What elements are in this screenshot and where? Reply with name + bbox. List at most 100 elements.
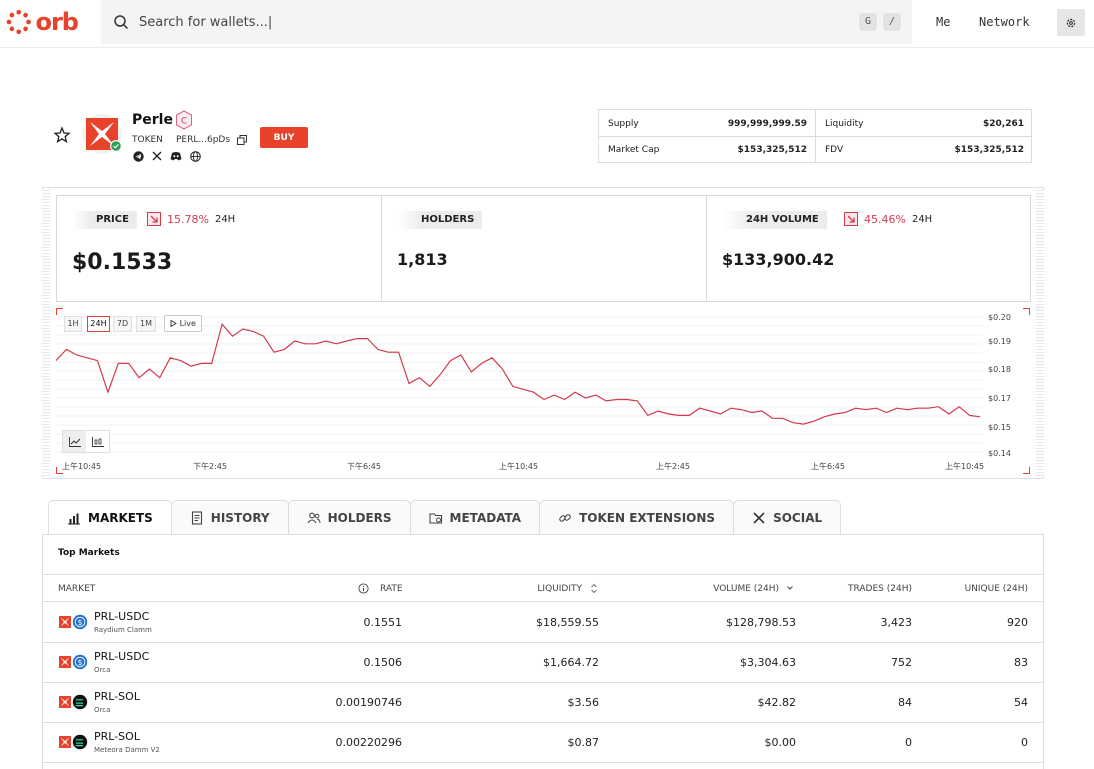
- dex-name: Orca: [94, 666, 111, 674]
- y-tick-label: $0.14: [988, 449, 1011, 458]
- table-row[interactable]: PRL-SOL Orca 0.00190746 $3.56 $42.82 84 54: [43, 683, 1043, 723]
- unique-cell: 920: [1007, 616, 1028, 629]
- tab-label: HISTORY: [210, 511, 270, 525]
- chart-corner: [56, 308, 63, 315]
- markets-table-title: Top Markets: [58, 548, 120, 558]
- tab-metadata[interactable]: METADATA: [409, 500, 541, 535]
- copy-icon[interactable]: [237, 135, 247, 145]
- down-arrow-icon: [844, 212, 858, 226]
- tab-token-extensions[interactable]: TOKEN EXTENSIONS: [539, 500, 735, 535]
- table-row[interactable]: $ PRL-USDC Raydium Clamm 0.1551 $18,559.55 $1…: [43, 603, 1043, 643]
- supply-stat: Supply 999,999,999.59: [599, 110, 816, 137]
- website-globe-icon[interactable]: [189, 150, 201, 162]
- column-market[interactable]: MARKET: [58, 584, 96, 594]
- telegram-icon[interactable]: [132, 150, 144, 162]
- orb-logo[interactable]: orb: [6, 8, 79, 36]
- search-input[interactable]: [139, 14, 739, 30]
- volume-change-percent: 45.46%: [864, 212, 906, 226]
- token-tabs: MARKETS HISTORY HOLDERS METADATA TOKEN E…: [48, 500, 842, 535]
- volume-cell: $0.00: [764, 736, 797, 749]
- tab-history[interactable]: HISTORY: [170, 500, 289, 535]
- volume-cell: $128,798.53: [726, 616, 796, 629]
- nav-network-link[interactable]: Network: [979, 15, 1030, 29]
- tab-markets[interactable]: MARKETS: [48, 500, 172, 535]
- live-label: Live: [179, 319, 196, 328]
- y-tick-label: $0.20: [988, 313, 1011, 322]
- volume-card: 24H VOLUME 45.46% 24H $133,900.42: [706, 195, 1031, 302]
- settings-button[interactable]: [1057, 9, 1085, 36]
- holders-card: HOLDERS 1,813: [381, 195, 707, 302]
- column-trades[interactable]: TRADES (24H): [848, 584, 912, 594]
- search-bar[interactable]: G /: [101, 0, 912, 44]
- x-tick-label: 上午10:45: [945, 461, 984, 471]
- tab-holders[interactable]: HOLDERS: [287, 500, 411, 535]
- x-tick-label: 下午2:45: [193, 461, 227, 471]
- pair-token-icons: $: [59, 614, 88, 630]
- buy-button[interactable]: BUY: [260, 127, 308, 148]
- line-chart-button[interactable]: [63, 431, 86, 452]
- unique-cell: 54: [1014, 696, 1028, 709]
- tab-social[interactable]: SOCIAL: [733, 500, 842, 535]
- rate-cell: 0.00190746: [335, 696, 402, 709]
- shortcut-slash-key: /: [883, 13, 901, 31]
- supply-label: Supply: [608, 118, 639, 129]
- price-label: PRICE: [72, 211, 137, 229]
- column-liquidity[interactable]: LIQUIDITY: [537, 584, 582, 594]
- pair-name[interactable]: PRL-USDC: [94, 610, 150, 623]
- pair-name[interactable]: PRL-USDC: [94, 650, 150, 663]
- y-tick-label: $0.15: [988, 423, 1011, 432]
- x-tick-label: 上午2:45: [656, 461, 690, 471]
- token-type-label: TOKEN: [132, 135, 163, 145]
- volume-cell: $42.82: [757, 696, 797, 709]
- fdv-stat: FDV $153,325,512: [816, 136, 1033, 163]
- play-icon: [170, 319, 177, 328]
- down-arrow-icon: [147, 212, 161, 226]
- volume-cell: $3,304.63: [740, 656, 796, 669]
- x-twitter-icon[interactable]: [151, 150, 163, 162]
- price-value: $0.1533: [72, 250, 173, 275]
- link-icon: [559, 514, 571, 522]
- pair-name[interactable]: PRL-SOL: [94, 730, 140, 743]
- range-7d-button[interactable]: 7D: [113, 316, 132, 332]
- column-unique[interactable]: UNIQUE (24H): [964, 584, 1028, 594]
- range-1h-button[interactable]: 1H: [64, 316, 82, 332]
- price-change-percent: 15.78%: [167, 212, 209, 226]
- orb-logo-icon: [6, 9, 31, 35]
- trades-cell: 0: [905, 736, 912, 749]
- line-chart-icon: [68, 436, 81, 447]
- candle-chart-button[interactable]: [86, 431, 109, 452]
- live-button[interactable]: Live: [164, 315, 202, 332]
- liquidity-cell: $3.56: [567, 696, 600, 709]
- info-icon[interactable]: [358, 583, 369, 594]
- chart-corner: [56, 467, 63, 474]
- discord-icon[interactable]: [170, 150, 182, 162]
- nav-me-link[interactable]: Me: [936, 15, 951, 29]
- brand-name: orb: [35, 8, 79, 36]
- range-24h-button[interactable]: 24H: [87, 316, 110, 332]
- trades-cell: 84: [898, 696, 912, 709]
- pair-token-icons: $: [59, 654, 88, 670]
- trades-cell: 752: [891, 656, 912, 669]
- sort-icon[interactable]: [590, 583, 598, 594]
- rate-cell: 0.00220296: [335, 736, 402, 749]
- x-tick-label: 下午6:45: [347, 461, 381, 471]
- rate-cell: 0.1551: [363, 616, 403, 629]
- token-stats-table: Supply 999,999,999.59 Liquidity $20,261 …: [598, 109, 1032, 163]
- column-rate[interactable]: RATE: [380, 584, 403, 594]
- favorite-star-icon[interactable]: [53, 126, 71, 144]
- price-chart-svg: $0.20 $0.19 $0.18 $0.17 $0.15 $0.14 上午10:45 下午2…: [56, 313, 1011, 471]
- fdv-label: FDV: [825, 144, 844, 155]
- column-volume[interactable]: VOLUME (24H): [713, 584, 779, 594]
- price-chart[interactable]: $0.20 $0.19 $0.18 $0.17 $0.15 $0.14 上午10:45 下午2…: [56, 308, 1030, 474]
- community-badge-letter: C: [181, 117, 187, 127]
- table-row[interactable]: $ PRL-USDC Orca 0.1506 $1,664.72 $3,304.63 752…: [43, 643, 1043, 683]
- chevron-down-icon[interactable]: [786, 584, 794, 592]
- table-row[interactable]: PRL-SOL Meteora Damm V2 0.00220296 $0.87 $0.…: [43, 723, 1043, 763]
- pair-name[interactable]: PRL-SOL: [94, 690, 140, 703]
- pair-token-icons: [59, 694, 88, 710]
- pair-token-icons: [59, 734, 88, 750]
- x-icon: [753, 512, 765, 524]
- token-address[interactable]: PERL...6pDs: [176, 135, 231, 145]
- range-1m-button[interactable]: 1M: [136, 316, 156, 332]
- stats-divider: [815, 110, 816, 162]
